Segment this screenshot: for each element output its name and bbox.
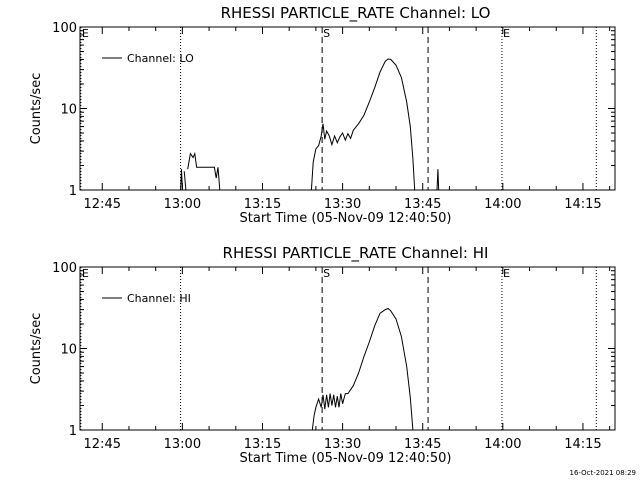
panel-2-xlabel: Start Time (05-Nov-09 12:40:50) — [240, 451, 452, 466]
panel-2-series-line-segment — [311, 307, 414, 431]
panel-1-ytick-label: 100 — [52, 21, 77, 36]
panel-2-xtick-label: 13:15 — [244, 437, 281, 452]
panel-2-marker-label: S — [323, 267, 330, 280]
panel-1-series-line-segment — [436, 169, 440, 191]
panel-1-series-line-segment — [310, 58, 416, 191]
panel-1-xlabel: Start Time (05-Nov-09 12:40:50) — [240, 211, 452, 226]
panel-1-ylabel: Counts/sec — [29, 73, 44, 145]
panel-1-series-line-segment — [187, 151, 221, 191]
panel-2-marker-label: E — [503, 267, 510, 280]
panel-1-chart: RHESSI PARTICLE_RATE Channel: LO 1 10 100 12… — [29, 4, 616, 226]
panel-1-xtick-label: 14:00 — [484, 197, 521, 212]
panel-2-xtick-label: 13:45 — [404, 437, 441, 452]
panel-1-ytick-label: 1 — [69, 184, 77, 199]
panel-2-legend-label: Channel: HI — [127, 292, 191, 305]
panel-1-xtick-label: 13:15 — [244, 197, 281, 212]
footer-timestamp: 16-Oct-2021 08:29 — [570, 469, 636, 477]
panel-2-title: RHESSI PARTICLE_RATE Channel: HI — [223, 244, 489, 263]
panel-1-title: RHESSI PARTICLE_RATE Channel: LO — [221, 4, 491, 23]
panel-2-ylabel: Counts/sec — [29, 313, 44, 385]
panel-1-legend-label: Channel: LO — [127, 52, 194, 65]
panel-1-xtick-label: 14:15 — [564, 197, 601, 212]
panel-1-series-line-segment — [183, 171, 187, 191]
panel-1-marker-label: S — [323, 27, 330, 40]
panel-1-xtick-label: 13:00 — [164, 197, 201, 212]
panel-1-xtick-label: 12:45 — [84, 197, 121, 212]
panel-1-xtick-label: 13:45 — [404, 197, 441, 212]
panel-1-xtick-label: 13:30 — [324, 197, 361, 212]
panel-2-xtick-label: 13:00 — [164, 437, 201, 452]
panel-2-ytick-label: 1 — [69, 424, 77, 439]
panel-2-xtick-label: 12:45 — [84, 437, 121, 452]
panel-2-xtick-label: 13:30 — [324, 437, 361, 452]
panel-2-ytick-label: 10 — [60, 343, 77, 358]
panel-1-series-line-segment — [180, 169, 183, 191]
panel-1-marker-label: E — [503, 27, 510, 40]
panel-2-chart: RHESSI PARTICLE_RATE Channel: HI 1 10 100 12… — [29, 244, 616, 466]
panel-2-xtick-label: 14:00 — [484, 437, 521, 452]
panel-2-xtick-label: 14:15 — [564, 437, 601, 452]
panel-2-ytick-label: 100 — [52, 261, 77, 276]
panel-2-marker-label: E — [82, 267, 89, 280]
panel-1-ytick-label: 10 — [60, 103, 77, 118]
panel-1-marker-label: E — [82, 27, 89, 40]
